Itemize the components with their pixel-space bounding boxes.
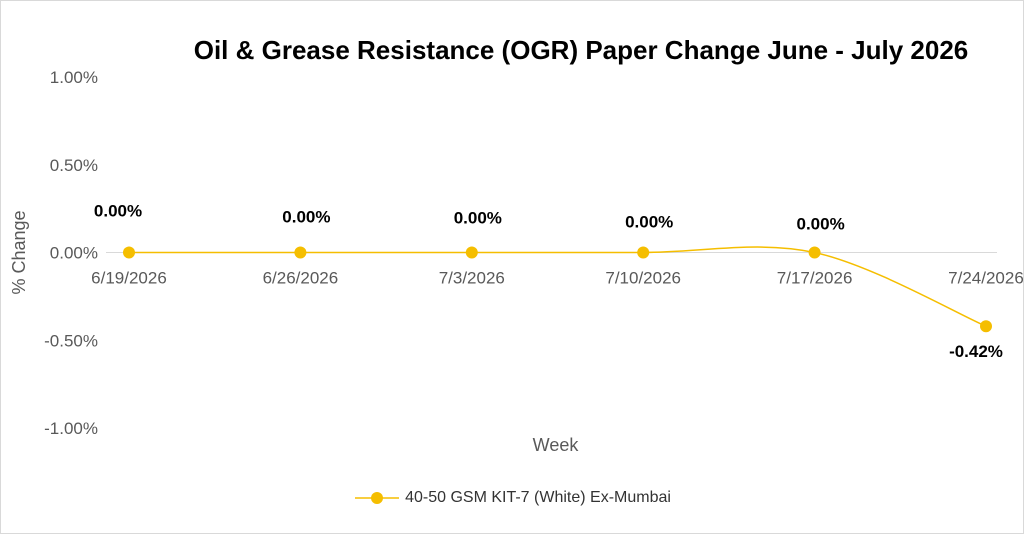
y-axis-label: % Change	[9, 210, 29, 294]
y-tick-label: 1.00%	[50, 68, 98, 87]
data-label: 0.00%	[454, 209, 502, 228]
data-label: -0.42%	[949, 342, 1003, 361]
data-point	[808, 246, 821, 259]
data-point	[980, 320, 992, 333]
data-label: 0.00%	[625, 213, 673, 232]
x-axis-ticks: 6/19/2026 6/26/2026 7/3/2026 7/10/2026 7/17/…	[91, 269, 1023, 288]
x-tick-label: 6/26/2026	[263, 269, 339, 288]
series-layer: 0.00% 0.00% 0.00% 0.00% 0.00% -0.42%	[94, 202, 1003, 362]
y-axis-ticks: 1.00% 0.50% 0.00% -0.50% -1.00%	[44, 68, 98, 438]
x-tick-label: 7/10/2026	[605, 269, 681, 288]
legend-swatch-icon	[355, 491, 400, 504]
series-line	[129, 246, 987, 327]
y-tick-label: -0.50%	[44, 331, 98, 350]
data-label: 0.00%	[282, 208, 330, 227]
y-tick-label: 0.50%	[50, 156, 98, 175]
x-tick-label: 7/24/2026	[948, 269, 1023, 288]
x-tick-label: 7/3/2026	[439, 269, 505, 288]
chart-title: Oil & Grease Resistance (OGR) Paper Chan…	[193, 35, 969, 65]
legend-label: 40-50 GSM KIT-7 (White) Ex-Mumbai	[405, 489, 671, 506]
x-tick-label: 6/19/2026	[91, 269, 167, 288]
x-axis-label: Week	[533, 435, 580, 455]
data-point	[123, 246, 135, 259]
legend: 40-50 GSM KIT-7 (White) Ex-Mumbai	[1, 489, 1024, 507]
x-tick-label: 7/17/2026	[777, 269, 853, 288]
y-tick-label: 0.00%	[50, 244, 98, 263]
data-point	[465, 246, 478, 259]
data-point	[637, 246, 650, 259]
y-tick-label: -1.00%	[44, 419, 98, 438]
data-label: 0.00%	[796, 215, 844, 234]
data-label: 0.00%	[94, 202, 142, 221]
data-point	[294, 246, 307, 259]
